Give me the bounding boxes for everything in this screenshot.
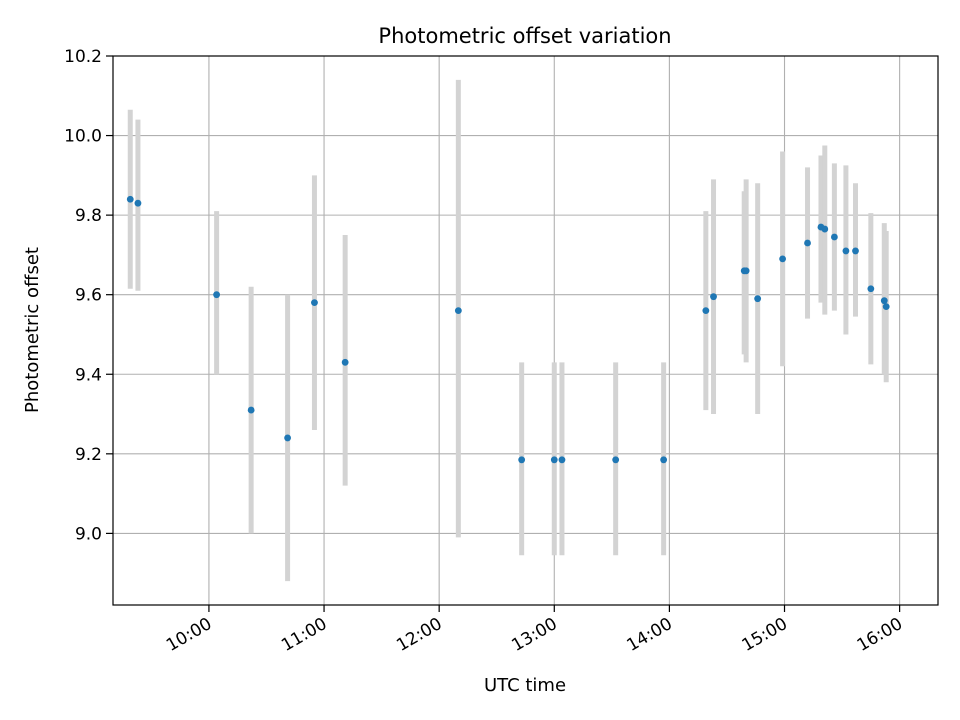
data-point xyxy=(867,285,875,293)
y-tick-label: 9.4 xyxy=(75,365,102,385)
data-point xyxy=(134,199,142,207)
data-point xyxy=(880,297,888,305)
data-point xyxy=(842,247,850,255)
data-point xyxy=(821,225,829,233)
data-point xyxy=(754,295,762,303)
data-point xyxy=(454,307,462,315)
chart-title: Photometric offset variation xyxy=(378,24,671,48)
data-point xyxy=(779,255,786,263)
data-point xyxy=(660,456,668,464)
data-point xyxy=(830,233,838,241)
data-point xyxy=(612,456,620,464)
y-axis-label: Photometric offset xyxy=(22,247,43,413)
y-axis-ticks: 9.0 9.2 9.4 9.6 9.8 10.0 10.2 xyxy=(64,47,113,544)
data-point xyxy=(852,247,859,255)
data-point xyxy=(341,358,349,366)
y-tick-label: 9.0 xyxy=(75,524,102,544)
data-point xyxy=(247,406,255,414)
data-point xyxy=(213,291,221,299)
data-point xyxy=(518,456,526,464)
plot-frame xyxy=(112,55,939,606)
y-tick-label: 9.2 xyxy=(75,445,102,465)
y-tick-label: 10.2 xyxy=(64,47,102,67)
data-point xyxy=(882,303,890,311)
data-point xyxy=(558,456,566,464)
data-point xyxy=(550,456,558,464)
y-tick-label: 9.6 xyxy=(75,286,102,306)
data-point xyxy=(804,239,811,247)
data-points xyxy=(126,195,890,464)
data-point xyxy=(311,299,318,307)
data-point xyxy=(742,267,750,275)
data-point xyxy=(702,307,710,315)
data-point xyxy=(126,195,134,203)
y-tick-label: 10.0 xyxy=(64,127,102,147)
data-point xyxy=(284,434,291,442)
x-axis-label: UTC time xyxy=(484,675,566,696)
data-point xyxy=(710,293,717,301)
y-tick-label: 9.8 xyxy=(75,206,102,226)
